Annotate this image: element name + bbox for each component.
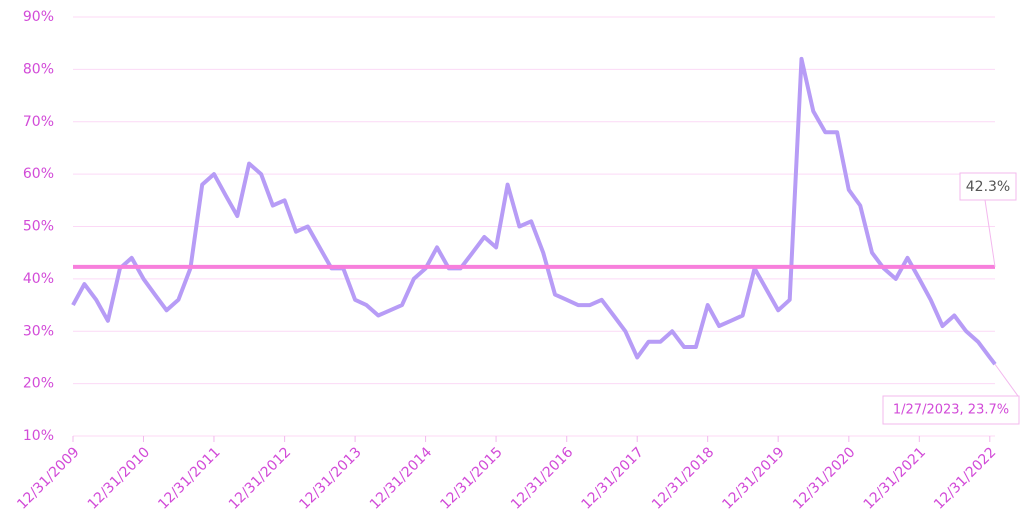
x-tick-label: 12/31/2013 <box>296 444 364 512</box>
y-tick-label: 80% <box>23 61 54 77</box>
x-tick-label: 12/31/2009 <box>14 444 82 512</box>
y-tick-label: 40% <box>23 271 54 287</box>
x-tick-label: 12/31/2010 <box>85 444 153 512</box>
y-tick-label: 60% <box>23 166 54 182</box>
x-tick-label: 12/31/2011 <box>155 444 223 512</box>
x-tick-label: 12/31/2018 <box>649 444 717 512</box>
y-tick-label: 90% <box>23 9 54 25</box>
y-tick-label: 20% <box>23 376 54 392</box>
x-tick-label: 12/31/2019 <box>719 444 787 512</box>
callout-connector <box>994 363 1019 397</box>
data-line <box>71 56 997 366</box>
x-tick-label: 12/31/2021 <box>861 444 929 512</box>
callout-connector <box>984 199 996 267</box>
y-tick-label: 70% <box>23 114 54 130</box>
x-tick-label: 12/31/2020 <box>790 444 858 512</box>
callout-box <box>882 395 1020 425</box>
x-tick-label: 12/31/2016 <box>508 444 576 512</box>
y-tick-label: 50% <box>23 219 54 235</box>
x-tick-label: 12/31/2017 <box>578 444 646 512</box>
callout-box <box>959 172 1017 201</box>
last-point-label: 1/27/2023, 23.7% <box>893 403 1009 418</box>
x-tick-label: 12/31/2015 <box>437 444 505 512</box>
x-tick-label: 12/31/2014 <box>367 444 435 512</box>
y-tick-label: 10% <box>23 428 54 444</box>
x-tick-label: 12/31/2012 <box>226 444 294 512</box>
x-tick-label: 12/31/2022 <box>931 444 999 512</box>
reference-label: 42.3% <box>966 179 1010 195</box>
y-tick-label: 30% <box>23 323 54 339</box>
